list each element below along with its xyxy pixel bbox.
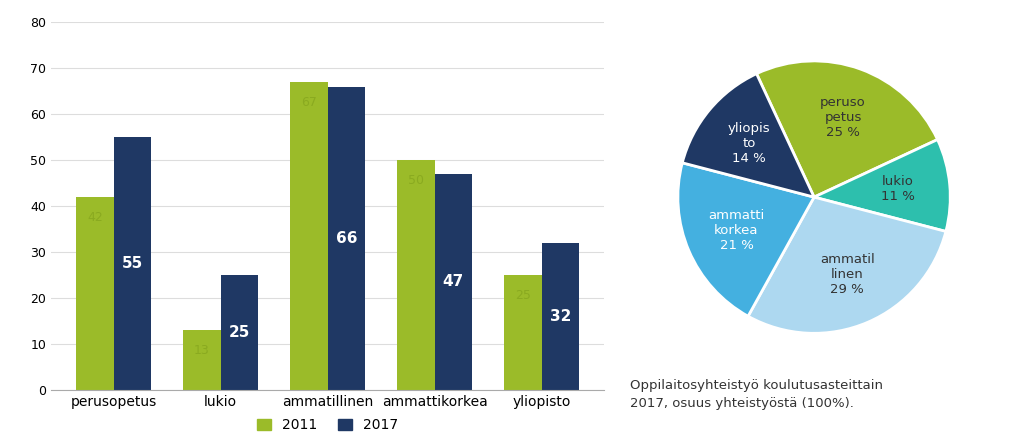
Text: 13: 13 — [195, 344, 210, 357]
Text: 47: 47 — [442, 274, 464, 289]
Bar — [328, 86, 366, 390]
Bar — [504, 275, 542, 390]
Wedge shape — [678, 163, 814, 316]
Bar — [114, 137, 152, 390]
Text: peruso
petus
25 %: peruso petus 25 % — [820, 96, 866, 139]
Text: 55: 55 — [122, 256, 143, 271]
Text: yliopis
to
14 %: yliopis to 14 % — [728, 121, 770, 164]
Text: 32: 32 — [550, 309, 571, 324]
Wedge shape — [749, 197, 946, 333]
Text: 67: 67 — [301, 96, 316, 109]
Bar — [542, 243, 579, 390]
Text: 25: 25 — [515, 289, 530, 302]
Bar — [290, 82, 328, 390]
Bar — [397, 160, 434, 390]
Bar — [183, 330, 221, 390]
Wedge shape — [682, 73, 814, 197]
Text: lukio
11 %: lukio 11 % — [882, 176, 915, 203]
Text: 25: 25 — [228, 325, 250, 340]
Bar — [221, 275, 258, 390]
Text: ammatti
korkea
21 %: ammatti korkea 21 % — [709, 209, 765, 252]
Text: 66: 66 — [336, 231, 357, 246]
Legend: 2011, 2017: 2011, 2017 — [252, 413, 403, 438]
Text: 50: 50 — [408, 174, 424, 187]
Bar — [77, 197, 114, 390]
Bar — [434, 174, 472, 390]
Text: ammatil
linen
29 %: ammatil linen 29 % — [820, 253, 874, 296]
Wedge shape — [814, 140, 950, 232]
Wedge shape — [757, 61, 938, 197]
Text: 42: 42 — [87, 211, 103, 224]
Text: Oppilaitosyhteistyö koulutusasteittain
2017, osuus yhteistyöstä (100%).: Oppilaitosyhteistyö koulutusasteittain 2… — [630, 379, 883, 409]
